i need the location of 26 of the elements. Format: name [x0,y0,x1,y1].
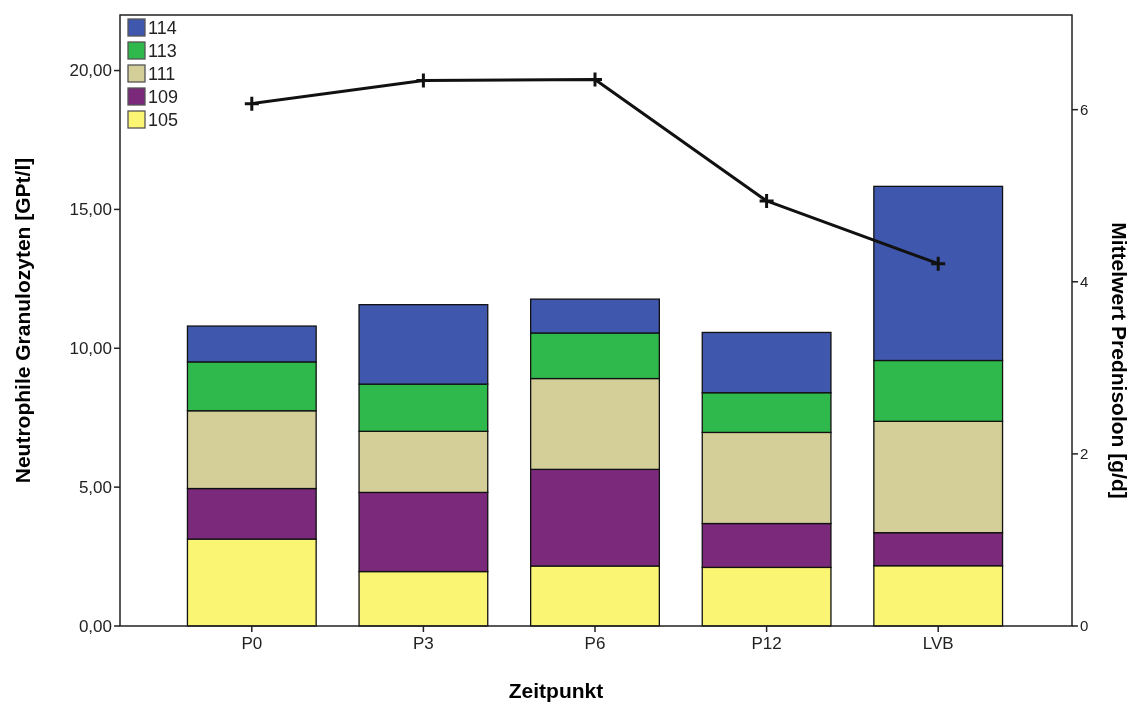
x-tick-label: LVB [922,634,954,653]
point [586,71,604,89]
x-tick-label: P6 [584,634,606,653]
y2-axis-title: Mittelwert Prednisolon [g/d] [1108,222,1131,499]
legend-label: 109 [148,87,179,108]
legend-label: 105 [148,110,179,131]
y-tick-label: 10,00 [69,339,112,359]
y-axis-title: Neutrophile Granulozyten [GPt/l] [11,157,34,484]
x-tick-label: P0 [241,634,263,653]
point [929,255,947,273]
legend-label: 113 [148,41,177,62]
y-tick-label: 20,00 [69,61,112,81]
legend-label: 111 [148,64,176,85]
y2-tick-label: 2 [1080,445,1089,463]
y-tick-label: 0,00 [78,616,112,636]
x-axis-title: Zeitpunkt [508,679,604,702]
y2-tick-label: 6 [1080,100,1089,118]
legend-label: 114 [148,18,177,39]
y2-tick-label: 4 [1080,273,1089,291]
point [758,192,776,210]
x-tick-label: P12 [751,634,782,653]
x-tick-label: P3 [413,634,434,653]
y-tick-label: 5,00 [78,478,112,498]
point [243,95,261,113]
y2-tick-label: 0 [1080,617,1089,635]
y-tick-label: 15,00 [69,200,112,220]
